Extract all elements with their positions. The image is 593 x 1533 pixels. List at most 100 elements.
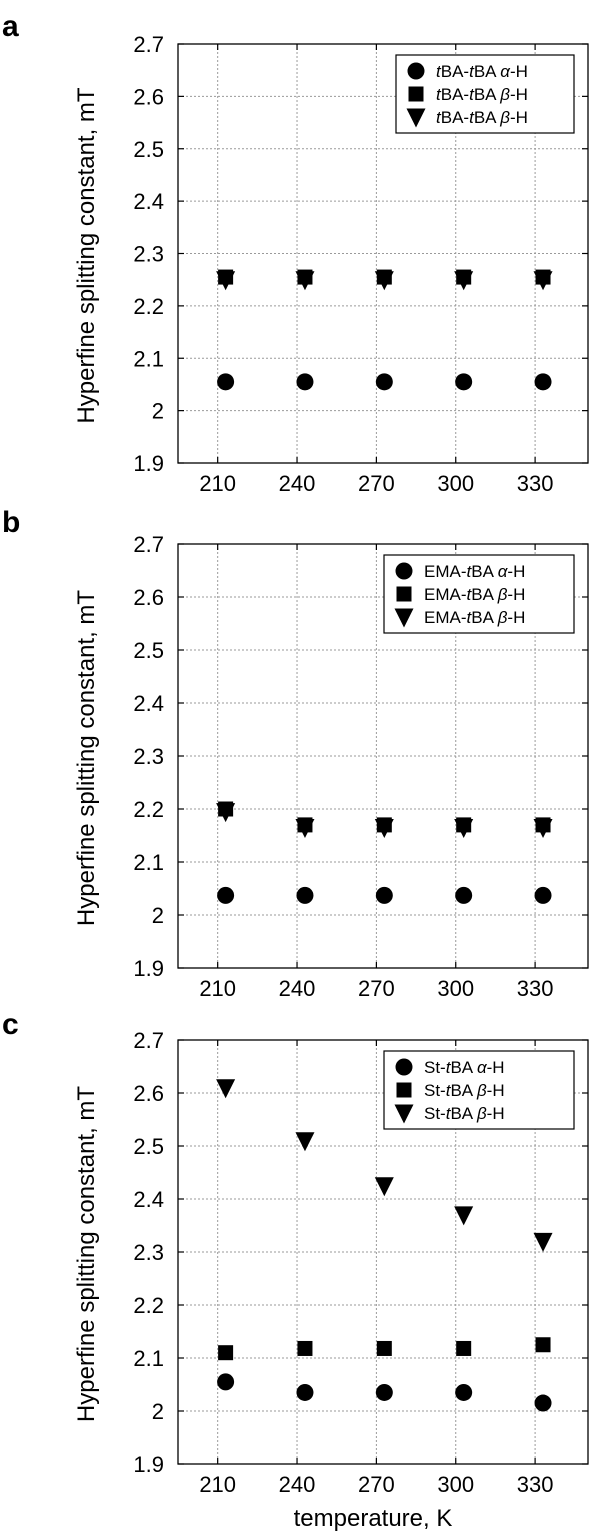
legend-marker-circle <box>395 1058 413 1076</box>
x-tick-label: 300 <box>437 976 474 1001</box>
data-point-square <box>218 801 234 817</box>
legend-label-part: -H <box>510 62 528 81</box>
chart-panel-c: c 210 240 270 300 330 1.9 2 2.1 2.2 2.3 2.4 2.5 2.6 2.… <box>2 1008 589 1532</box>
x-tick-label: 330 <box>517 1472 554 1497</box>
x-tick-label: 330 <box>517 976 554 1001</box>
y-tick-label: 2.1 <box>133 850 164 875</box>
data-point-circle <box>455 1383 473 1401</box>
x-axis-title: temperature, K <box>294 1505 453 1532</box>
legend-label: tBA-tBA β-H <box>436 85 528 104</box>
legend-box <box>383 554 575 634</box>
y-tick-label: 2.4 <box>133 691 164 716</box>
data-point-triangle-down <box>533 1232 553 1252</box>
data-point-square <box>376 269 392 285</box>
legend-marker-triangle-down <box>406 108 426 128</box>
x-tick-label: 210 <box>199 471 236 496</box>
legend-label-part: EMA- <box>424 562 467 581</box>
y-tick-label: 2.5 <box>133 638 164 663</box>
legend-label-part: BA <box>474 85 500 104</box>
legend-label-part: -H <box>507 562 525 581</box>
legend-label-part: EMA- <box>424 585 467 604</box>
y-tick-label: 2 <box>152 903 164 928</box>
y-tick-label: 2.6 <box>133 585 164 610</box>
legend-label-part: t <box>446 1058 452 1077</box>
legend-label-part: BA <box>471 608 497 627</box>
y-tick-label: 2.5 <box>133 137 164 162</box>
legend-label-part: t <box>436 85 442 104</box>
y-tick-label: 2 <box>152 399 164 424</box>
legend-label-part: t <box>436 62 442 81</box>
y-tick-label: 2.2 <box>133 797 164 822</box>
data-point-square <box>218 269 234 285</box>
y-tick-label: 2.3 <box>133 1240 164 1265</box>
legend-label-part: β <box>497 608 508 627</box>
data-point-circle <box>534 373 552 391</box>
legend-label: EMA-tBA β-H <box>424 608 525 627</box>
legend-label-part: BA <box>450 1104 476 1123</box>
legend-label-part: -H <box>487 1081 505 1100</box>
y-tick-label: 2.6 <box>133 84 164 109</box>
y-axis-title: Hyperfine splitting constant, mT <box>73 590 100 926</box>
legend-label: St-tBA α-H <box>424 1058 505 1077</box>
legend-label-part: t <box>467 562 473 581</box>
data-point-square <box>535 269 551 285</box>
legend-label: EMA-tBA β-H <box>424 585 525 604</box>
legend-label-part: α <box>500 62 511 81</box>
legend-label: St-tBA β-H <box>424 1081 505 1100</box>
legend-label-part: BA <box>450 1058 476 1077</box>
legend-label-part: BA- <box>441 62 469 81</box>
data-point-circle <box>217 1373 235 1391</box>
legend-label: St-tBA β-H <box>424 1104 505 1123</box>
y-tick-label: 2.2 <box>133 294 164 319</box>
x-tick-label: 330 <box>517 471 554 496</box>
data-point-square <box>535 1337 551 1353</box>
x-tick-label: 270 <box>358 1472 395 1497</box>
legend-label-part: BA <box>450 1081 476 1100</box>
y-tick-label: 1.9 <box>133 1452 164 1477</box>
x-tick-label: 300 <box>437 471 474 496</box>
y-tick-label: 1.9 <box>133 451 164 476</box>
data-point-triangle-down <box>216 1079 236 1099</box>
legend-marker-circle <box>395 562 413 580</box>
y-tick-label: 2.6 <box>133 1081 164 1106</box>
data-point-triangle-down <box>295 1132 315 1152</box>
legend-label-part: α <box>498 562 509 581</box>
y-tick-label: 2.4 <box>133 1187 164 1212</box>
legend-label: tBA-tBA α-H <box>436 62 528 81</box>
data-point-square <box>297 269 313 285</box>
data-point-circle <box>296 886 314 904</box>
data-point-triangle-down <box>454 1206 474 1226</box>
y-tick-label: 2.1 <box>133 1346 164 1371</box>
legend-label-part: St- <box>424 1058 446 1077</box>
y-axis-title: Hyperfine splitting constant, mT <box>73 1086 100 1422</box>
legend-label-part: BA- <box>441 108 469 127</box>
legend-label-part: -H <box>507 608 525 627</box>
data-point-circle <box>534 1394 552 1412</box>
x-tick-label: 240 <box>279 976 316 1001</box>
legend-label-part: BA- <box>441 85 469 104</box>
data-point-circle <box>455 373 473 391</box>
legend-label-part: -H <box>487 1104 505 1123</box>
y-tick-label: 2.7 <box>133 532 164 557</box>
x-tick-label: 210 <box>199 976 236 1001</box>
data-point-square <box>297 817 313 833</box>
data-point-circle <box>455 886 473 904</box>
data-point-square <box>218 1345 234 1361</box>
legend-label-part: BA <box>471 562 497 581</box>
x-tick-label: 240 <box>279 471 316 496</box>
data-point-circle <box>217 373 235 391</box>
data-point-circle <box>375 886 393 904</box>
x-tick-label: 300 <box>437 1472 474 1497</box>
legend-label-part: t <box>469 62 475 81</box>
legend-label-part: β <box>476 1104 487 1123</box>
x-tick-label: 240 <box>279 1472 316 1497</box>
data-point-square <box>456 817 472 833</box>
panel-letter: a <box>2 10 19 43</box>
legend-label-part: St- <box>424 1104 446 1123</box>
legend-label-part: β <box>476 1081 487 1100</box>
legend-label: tBA-tBA β-H <box>436 108 528 127</box>
data-point-circle <box>534 886 552 904</box>
legend-label-part: St- <box>424 1081 446 1100</box>
